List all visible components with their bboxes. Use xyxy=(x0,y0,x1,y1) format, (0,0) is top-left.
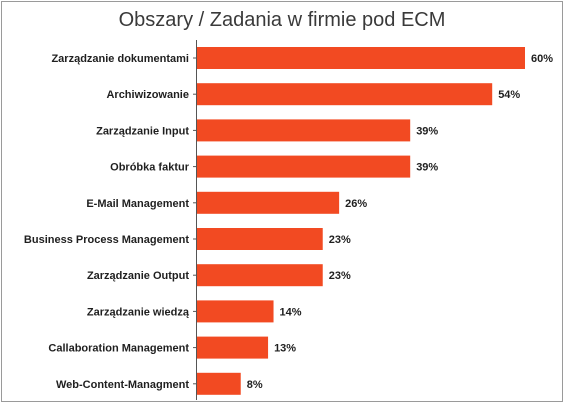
data-label: 39% xyxy=(416,162,438,174)
data-label: 39% xyxy=(416,125,438,137)
bars-group: Zarządzanie dokumentami 60% Archiwizowanie… xyxy=(24,47,553,395)
bar xyxy=(197,264,323,287)
bar xyxy=(197,191,340,214)
bar xyxy=(197,47,525,69)
data-label: 54% xyxy=(498,89,520,101)
category-label: E-Mail Management xyxy=(86,198,189,210)
category-label: Archiwizowanie xyxy=(106,89,189,101)
data-label: 60% xyxy=(531,53,553,65)
chart-title: Obszary / Zadania w firmie pod ECM xyxy=(119,9,446,31)
data-label: 26% xyxy=(345,198,367,210)
category-label: Obróbka faktur xyxy=(110,162,190,174)
data-label: 23% xyxy=(329,234,351,246)
category-label: Zarządzanie wiedzą xyxy=(87,306,190,318)
category-label: Callaboration Management xyxy=(48,343,189,355)
bar xyxy=(197,119,411,142)
bar xyxy=(197,300,274,323)
category-label: Web-Content-Managment xyxy=(56,379,189,391)
category-label: Zarządzanie dokumentami xyxy=(51,53,189,65)
category-label: Business Process Management xyxy=(24,234,189,246)
data-label: 23% xyxy=(329,270,351,282)
data-label: 14% xyxy=(280,306,302,318)
data-label: 8% xyxy=(247,379,263,391)
category-label: Zarządzanie Input xyxy=(96,125,189,137)
bar xyxy=(197,228,323,250)
data-label: 13% xyxy=(274,343,296,355)
bar xyxy=(197,155,411,178)
bar xyxy=(197,336,269,359)
bar xyxy=(197,372,241,395)
bar xyxy=(197,83,493,106)
category-label: Zarządzanie Output xyxy=(87,270,189,282)
